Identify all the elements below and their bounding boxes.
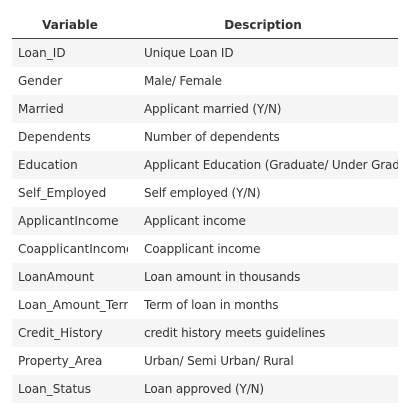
table-row: ApplicantIncome Applicant income [12,207,398,235]
description-cell: Applicant Education (Graduate/ Under Gra… [128,151,398,179]
description-cell: Loan approved (Y/N) [128,375,398,403]
variable-cell: Self_Employed [12,179,128,207]
table-row: Loan_Amount_Term Term of loan in months [12,291,398,319]
table-row: Education Applicant Education (Graduate/… [12,151,398,179]
table-row: Credit_History credit history meets guid… [12,319,398,347]
table-row: Married Applicant married (Y/N) [12,95,398,123]
description-cell: Unique Loan ID [128,38,398,67]
variable-cell: Married [12,95,128,123]
description-cell: Loan amount in thousands [128,263,398,291]
table-row: Self_Employed Self employed (Y/N) [12,179,398,207]
table-row: Loan_ID Unique Loan ID [12,38,398,67]
variable-cell: CoapplicantIncome [12,235,128,263]
variable-cell: Property_Area [12,347,128,375]
description-cell: Term of loan in months [128,291,398,319]
header-row: Variable Description [12,12,398,39]
header-variable: Variable [12,12,128,39]
header-description: Description [128,12,398,39]
description-cell: Self employed (Y/N) [128,179,398,207]
variable-cell: Loan_ID [12,38,128,67]
variable-cell: Credit_History [12,319,128,347]
description-cell: Male/ Female [128,67,398,95]
table-row: Loan_Status Loan approved (Y/N) [12,375,398,403]
variable-cell: ApplicantIncome [12,207,128,235]
table-row: Gender Male/ Female [12,67,398,95]
variable-description-table-container: Variable Description Loan_ID Unique Loan… [12,12,398,403]
variable-cell: Education [12,151,128,179]
variable-cell: Dependents [12,123,128,151]
variable-cell: LoanAmount [12,263,128,291]
variable-cell: Gender [12,67,128,95]
variable-cell: Loan_Amount_Term [12,291,128,319]
description-cell: credit history meets guidelines [128,319,398,347]
table-row: CoapplicantIncome Coapplicant income [12,235,398,263]
variable-cell: Loan_Status [12,375,128,403]
description-cell: Urban/ Semi Urban/ Rural [128,347,398,375]
description-cell: Number of dependents [128,123,398,151]
table-row: Dependents Number of dependents [12,123,398,151]
description-cell: Applicant income [128,207,398,235]
table-body: Loan_ID Unique Loan ID Gender Male/ Fema… [12,38,398,403]
variable-description-table: Variable Description Loan_ID Unique Loan… [12,12,398,403]
table-row: LoanAmount Loan amount in thousands [12,263,398,291]
table-header: Variable Description [12,12,398,39]
table-row: Property_Area Urban/ Semi Urban/ Rural [12,347,398,375]
description-cell: Applicant married (Y/N) [128,95,398,123]
description-cell: Coapplicant income [128,235,398,263]
